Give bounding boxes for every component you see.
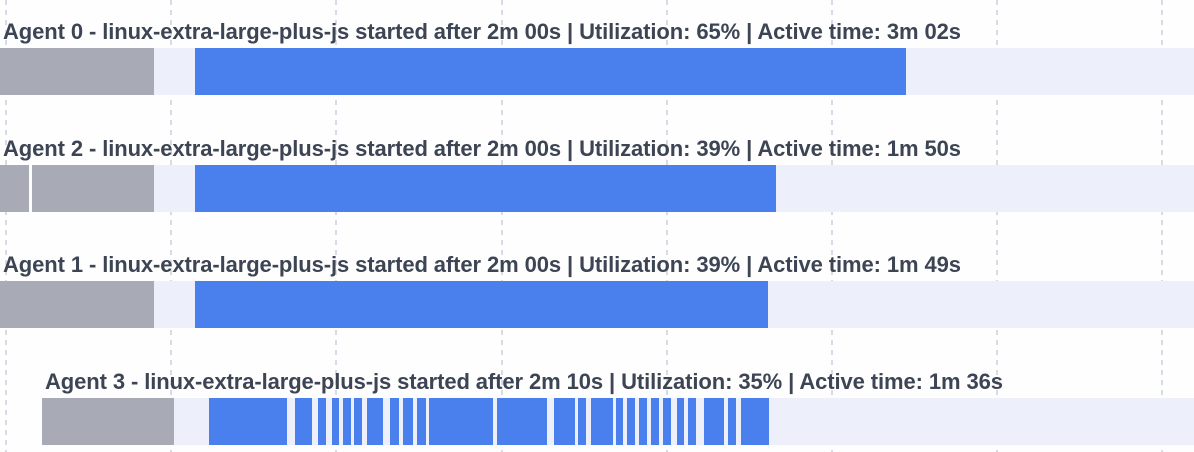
row-title-agent-0: Agent 0 - linux-extra-large-plus-js star… xyxy=(3,19,961,44)
active-bar-segment-agent-3 xyxy=(688,398,696,445)
active-bar-segment-agent-3 xyxy=(627,398,635,445)
row-title-agent-1: Agent 1 - linux-extra-large-plus-js star… xyxy=(3,252,961,277)
active-bar-segment-agent-3 xyxy=(651,398,659,445)
active-bar-segment-agent-3 xyxy=(704,398,724,445)
time-gridline xyxy=(501,0,503,452)
active-bar-segment-agent-3 xyxy=(728,398,736,445)
active-bar-segment-agent-3 xyxy=(639,398,647,445)
time-gridline xyxy=(170,0,172,452)
active-bar-segment-agent-3 xyxy=(578,398,586,445)
active-bar-segment-agent-3 xyxy=(417,398,426,445)
active-bar-segment-agent-3 xyxy=(591,398,613,445)
time-gridline xyxy=(666,0,668,452)
active-bar-segment-agent-3 xyxy=(343,398,351,445)
startup-bar-segment-agent-2 xyxy=(0,165,29,212)
startup-bar-segment-agent-3 xyxy=(42,398,174,445)
active-bar-segment-agent-3 xyxy=(332,398,339,445)
active-bar-segment-agent-3 xyxy=(497,398,547,445)
active-bar-segment-agent-3 xyxy=(367,398,383,445)
active-bar-segment-agent-3 xyxy=(403,398,413,445)
active-bar-segment-agent-3 xyxy=(741,398,769,445)
active-bar-segment-agent-3 xyxy=(318,398,326,445)
active-bar-segment-agent-0 xyxy=(195,48,906,95)
startup-bar-segment-agent-2 xyxy=(32,165,154,212)
active-bar-segment-agent-3 xyxy=(390,398,399,445)
time-gridline xyxy=(335,0,337,452)
active-bar-segment-agent-3 xyxy=(677,398,684,445)
active-bar-segment-agent-3 xyxy=(554,398,575,445)
startup-bar-segment-agent-1 xyxy=(0,281,154,328)
time-gridline xyxy=(1161,0,1163,452)
time-gridline xyxy=(5,0,7,452)
row-title-agent-3: Agent 3 - linux-extra-large-plus-js star… xyxy=(45,369,1003,394)
active-bar-segment-agent-2 xyxy=(195,165,776,212)
active-bar-segment-agent-3 xyxy=(429,398,493,445)
row-title-agent-2: Agent 2 - linux-extra-large-plus-js star… xyxy=(3,136,961,161)
time-gridline xyxy=(831,0,833,452)
startup-bar-segment-agent-0 xyxy=(0,48,154,95)
active-bar-segment-agent-3 xyxy=(295,398,312,445)
active-bar-segment-agent-3 xyxy=(616,398,623,445)
active-bar-segment-agent-3 xyxy=(209,398,287,445)
startup-divider-agent-2 xyxy=(29,165,32,212)
active-bar-segment-agent-3 xyxy=(354,398,362,445)
time-gridline xyxy=(996,0,998,452)
active-bar-segment-agent-3 xyxy=(663,398,671,445)
active-bar-segment-agent-1 xyxy=(195,281,768,328)
